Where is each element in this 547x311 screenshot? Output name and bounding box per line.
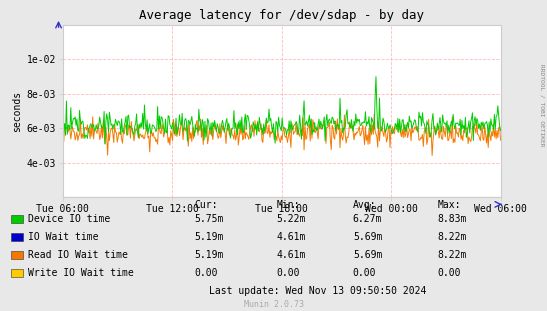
Text: Avg:: Avg: bbox=[353, 200, 376, 210]
Text: 0.00: 0.00 bbox=[276, 268, 300, 278]
Y-axis label: seconds: seconds bbox=[13, 91, 22, 132]
Text: 4.61m: 4.61m bbox=[276, 232, 306, 242]
Text: Read IO Wait time: Read IO Wait time bbox=[28, 250, 129, 260]
Text: 8.22m: 8.22m bbox=[438, 250, 467, 260]
Text: 8.83m: 8.83m bbox=[438, 214, 467, 224]
Text: 5.19m: 5.19m bbox=[194, 250, 224, 260]
Text: 5.75m: 5.75m bbox=[194, 214, 224, 224]
Title: Average latency for /dev/sdap - by day: Average latency for /dev/sdap - by day bbox=[139, 9, 424, 22]
Text: RRDTOOL / TOBI OETIKER: RRDTOOL / TOBI OETIKER bbox=[539, 64, 544, 147]
Text: 0.00: 0.00 bbox=[438, 268, 461, 278]
Text: 6.27m: 6.27m bbox=[353, 214, 382, 224]
Text: Cur:: Cur: bbox=[194, 200, 218, 210]
Text: 4.61m: 4.61m bbox=[276, 250, 306, 260]
Text: 5.19m: 5.19m bbox=[194, 232, 224, 242]
Text: Max:: Max: bbox=[438, 200, 461, 210]
Text: 0.00: 0.00 bbox=[194, 268, 218, 278]
Text: Munin 2.0.73: Munin 2.0.73 bbox=[243, 300, 304, 309]
Text: IO Wait time: IO Wait time bbox=[28, 232, 99, 242]
Text: Last update: Wed Nov 13 09:50:50 2024: Last update: Wed Nov 13 09:50:50 2024 bbox=[208, 286, 426, 296]
Text: Write IO Wait time: Write IO Wait time bbox=[28, 268, 134, 278]
Text: Device IO time: Device IO time bbox=[28, 214, 110, 224]
Text: 0.00: 0.00 bbox=[353, 268, 376, 278]
Text: Min:: Min: bbox=[276, 200, 300, 210]
Text: 5.69m: 5.69m bbox=[353, 232, 382, 242]
Text: 5.69m: 5.69m bbox=[353, 250, 382, 260]
Text: 5.22m: 5.22m bbox=[276, 214, 306, 224]
Text: 8.22m: 8.22m bbox=[438, 232, 467, 242]
